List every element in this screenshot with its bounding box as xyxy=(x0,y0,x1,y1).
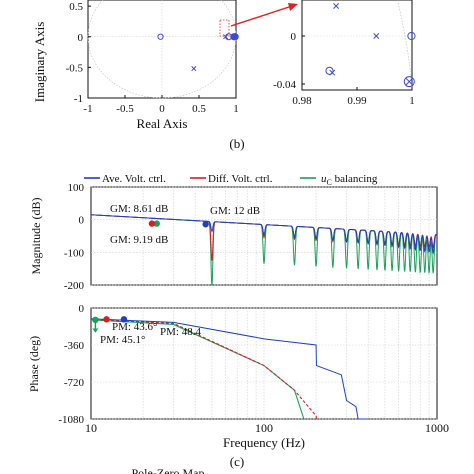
panel-c-label: (c) xyxy=(230,454,244,469)
pz-main-xtick-label: 0.5 xyxy=(192,103,206,115)
pm-label-balancing: PM: 45.1° xyxy=(100,334,145,346)
pz-zoom-ytick-label: -0.04 xyxy=(273,79,296,91)
pz-main-xtick-label: -1 xyxy=(83,103,92,115)
pz-zoom-zero xyxy=(407,31,416,41)
ph-xtick-label: 1000 xyxy=(425,421,449,435)
gm-label-balancing: GM: 9.19 dB xyxy=(110,234,168,246)
phase-xlabel: Frequency (Hz) xyxy=(223,435,305,450)
pz-main-xtick-label: 1 xyxy=(233,103,239,115)
pz-main-pole xyxy=(191,66,197,72)
pz-zoom-xtick-label: 0.99 xyxy=(347,95,367,107)
pm-label-ave: PM: 48.4 xyxy=(160,326,201,338)
pm-marker-diff xyxy=(103,316,110,323)
legend-label-diff: Diff. Volt. ctrl. xyxy=(208,173,273,185)
pm-label-diff: PM: 43.6° xyxy=(112,321,157,333)
zoom-arrow xyxy=(230,5,293,27)
pz-main-ytick-label: -0.5 xyxy=(66,62,84,74)
pz-main-zero xyxy=(157,33,164,40)
gm-marker-diff xyxy=(148,220,156,227)
gm-label-ave: GM: 12 dB xyxy=(210,205,260,217)
pz-zoom-ytick-label: 0 xyxy=(291,31,297,43)
pz-zoom-zero xyxy=(325,66,334,75)
gm-label-diff: GM: 8.61 dB xyxy=(110,203,168,215)
pole-zero-main-plot: Imaginary Axis Real Axis -1 -0.5 0 0.5 1 0.5 0… xyxy=(32,0,239,131)
pz-main-ytick-label: 0.5 xyxy=(69,1,83,13)
pm-marker-ave xyxy=(120,316,128,323)
mag-line-ave xyxy=(90,214,438,255)
panel-b-label: (b) xyxy=(229,136,244,151)
ph-ytick-label: -360 xyxy=(64,340,85,352)
mag-ytick-label: -200 xyxy=(64,280,85,292)
mag-ytick-label: 0 xyxy=(79,215,85,227)
zoom-region-box xyxy=(219,19,230,37)
ph-xtick-label: 100 xyxy=(255,421,273,435)
pz-main-xtick-label: -0.5 xyxy=(116,103,134,115)
ph-line-diff xyxy=(90,318,317,420)
pz-zoom-pole xyxy=(333,3,340,9)
pz-zoom-zero xyxy=(403,76,415,88)
pz-zoom-pole xyxy=(405,77,414,86)
phase-ylabel: Phase (deg) xyxy=(27,336,41,392)
ph-xtick-label: 10 xyxy=(85,421,97,435)
ph-line-ave xyxy=(90,318,369,420)
ph-ytick-label: -720 xyxy=(64,377,85,389)
legend-label-ave: Ave. Volt. ctrl. xyxy=(102,173,166,185)
pz-zoom-xtick-label: 0.98 xyxy=(292,95,312,107)
gm-marker-balancing xyxy=(153,220,160,227)
magnitude-plot: 100 0 -100 -200 GM: 8.61 dB GM: 12 dB GM: 9.19… xyxy=(29,182,438,292)
magnitude-ylabel: Magnitude (dB) xyxy=(29,198,43,275)
pz-main-xlabel: Real Axis xyxy=(137,116,188,131)
mag-ytick-label: -100 xyxy=(64,247,85,259)
pz-main-ylabel: Imaginary Axis xyxy=(32,22,47,103)
pz-main-cluster xyxy=(230,33,238,41)
pm-marker-balancing xyxy=(92,316,99,324)
pz-zoom-pole xyxy=(329,69,336,76)
mag-ytick-label: 100 xyxy=(68,182,85,194)
zoom-arrow-head xyxy=(288,3,298,11)
legend: Ave. Volt. ctrl. Diff. Volt. ctrl. uC ba… xyxy=(84,173,378,187)
ph-ytick-label: 0 xyxy=(79,303,85,315)
pz-zoom-frame xyxy=(301,0,413,91)
gm-marker-ave xyxy=(202,221,209,228)
pz-main-ytick-label: 0 xyxy=(78,32,84,44)
pz-zoom-xtick-label: 1 xyxy=(409,95,415,107)
pm-arrow-head-balancing xyxy=(92,328,99,333)
pz-zoom-pole xyxy=(373,33,380,39)
pz-main-xtick-label: 0 xyxy=(159,103,165,115)
legend-label-uc: uC balancing xyxy=(321,173,378,187)
pz-main-pole xyxy=(223,34,229,40)
pole-zero-zoom-plot: 0.98 0.99 1 0 -0.04 xyxy=(273,0,416,107)
ph-ytick-label: -1080 xyxy=(58,414,84,426)
bottom-title: Pole-Zero Map xyxy=(132,466,205,474)
pz-main-ytick-label: -1 xyxy=(74,93,83,105)
